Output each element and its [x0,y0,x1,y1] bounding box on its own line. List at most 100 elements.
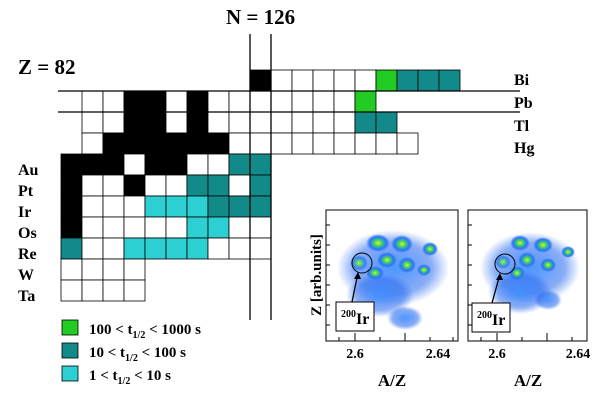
nuclide-cell-pt-6 [186,174,209,197]
nuclide-cell-re-6 [186,237,209,260]
plot-2-xtick-label-2: 2.64 [566,347,591,362]
legend-label-cyan: 1 < t1/2 < 10 s [89,368,171,387]
nuclide-cell-ir-7 [207,195,230,218]
nuclide-cell-bi-4 [333,69,356,92]
nuclide-cell-re-4 [144,237,167,260]
nuclide-cell-hg-13 [354,132,377,155]
nuclide-cell-os-5 [165,216,188,239]
nuclide-cell-au-4 [144,153,167,176]
nuclide-cell-pb-8 [249,90,272,113]
nuclide-cell-bi-9 [438,69,461,92]
legend: 100 < t1/2 < 1000 s 10 < t1/2 < 100 s 1 … [61,319,201,387]
nuclide-cell-tl-13 [354,111,377,134]
plot-1-ylabel: Z [arb.units] [309,234,325,316]
nuclide-cell-au-1 [81,153,104,176]
nuclide-cell-ta-2 [102,279,125,302]
plot-1-xlabel: A/Z [378,371,406,390]
nuclide-cell-os-3 [123,216,146,239]
plot-1-callout: 200Ir [341,309,369,328]
nuclide-cell-hg-1 [102,132,125,155]
plot-2-ir200-marker [494,253,516,275]
nuclide-cell-os-8 [228,216,251,239]
nuclide-cell-pb-0 [81,90,104,113]
nuclide-cell-pb-3 [144,90,167,113]
plot-1-arrow-head [354,272,361,279]
nuclide-cell-ta-0 [60,279,83,302]
nuclide-cell-ir-0 [60,195,83,218]
nuclide-cell-pt-8 [228,174,251,197]
nuclide-cell-tl-12 [333,111,356,134]
nuclide-cell-os-2 [102,216,125,239]
plot-1-yticks [326,224,330,326]
nuclide-cell-bi-8 [417,69,440,92]
nuclide-cell-hg-7 [228,132,251,155]
nuclide-cell-tl-14 [375,111,398,134]
nuclide-cell-ir-6 [186,195,209,218]
label-pb: Pb [514,95,533,112]
nuclide-cell-ir-1 [81,195,104,218]
nuclide-cell-pt-1 [81,174,104,197]
label-os: Os [18,225,37,242]
nuclide-cell-pt-0 [60,174,83,197]
nuclide-chart [60,69,461,302]
nuclide-cell-tl-1 [102,111,125,134]
nuclide-cell-ir-9 [249,195,272,218]
nuclide-cell-w-3 [123,258,146,281]
nuclide-cell-hg-4 [165,132,188,155]
nuclide-cell-hg-2 [123,132,146,155]
legend-swatch-cyan [61,365,79,382]
nuclide-cell-ir-5 [165,195,188,218]
nuclide-cell-tl-7 [228,111,251,134]
nuclide-cell-hg-15 [396,132,419,155]
nuclide-cell-os-9 [249,216,272,239]
nuclide-cell-au-8 [228,153,251,176]
label-ir: Ir [18,204,31,221]
label-au: Au [18,162,39,179]
nuclide-cell-tl-5 [186,111,209,134]
nuclide-cell-pt-4 [144,174,167,197]
plot-1-xtick-label-1: 2.6 [346,347,364,362]
plot-2-xtick-label-1: 2.6 [488,347,506,362]
plot-2-yticks [468,224,472,326]
nuclide-cell-bi-7 [396,69,419,92]
nuclide-cell-au-2 [102,153,125,176]
nuclide-cell-au-0 [60,153,83,176]
nuclide-cell-re-5 [165,237,188,260]
label-w: W [18,267,34,284]
n126-label: N = 126 [226,5,295,29]
label-ta: Ta [18,288,35,305]
nuclide-cell-pt-2 [102,174,125,197]
nuclide-cell-pb-5 [186,90,209,113]
nuclide-cell-re-0 [60,237,83,260]
nuclide-cell-tl-6 [207,111,230,134]
label-pt: Pt [18,183,34,200]
legend-swatch-teal [61,342,79,359]
nuclide-cell-hg-6 [207,132,230,155]
nuclide-cell-pb-2 [123,90,146,113]
nuclide-cell-tl-3 [144,111,167,134]
nuclide-cell-tl-10 [291,111,314,134]
nuclide-cell-tl-8 [249,111,272,134]
magic-lines [58,34,520,320]
nuclide-cell-hg-9 [270,132,293,155]
nuclide-cell-tl-0 [81,111,104,134]
nuclide-cell-pb-9 [270,90,293,113]
nuclide-cell-pt-9 [249,174,272,197]
nuclide-cell-pt-7 [207,174,230,197]
nuclide-cell-hg-5 [186,132,209,155]
nuclide-cell-os-7 [207,216,230,239]
nuclide-cell-pb-13 [354,90,377,113]
nuclide-cell-pb-10 [291,90,314,113]
nuclide-cell-pb-6 [207,90,230,113]
nuclide-cell-pb-7 [228,90,251,113]
nuclide-cell-bi-2 [291,69,314,92]
plot-2-arrow-head [496,273,503,280]
legend-label-green: 100 < t1/2 < 1000 s [89,322,201,341]
nuclide-cell-os-1 [81,216,104,239]
nuclide-cell-re-2 [102,237,125,260]
nuclide-cell-os-0 [60,216,83,239]
nuclide-cell-ir-4 [144,195,167,218]
nuclide-cell-w-0 [60,258,83,281]
nuclide-cell-ir-2 [102,195,125,218]
